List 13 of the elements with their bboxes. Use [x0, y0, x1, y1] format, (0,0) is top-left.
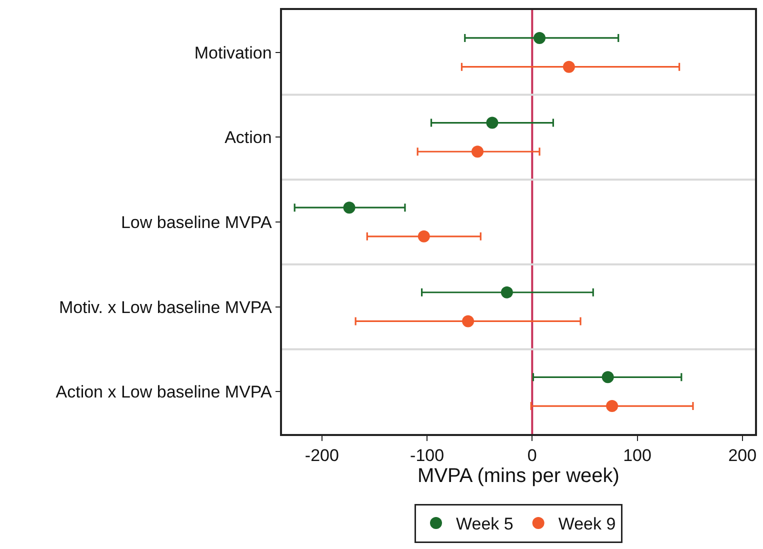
legend-label: Week 5: [456, 514, 514, 534]
legend-label: Week 9: [558, 514, 616, 534]
x-axis-title: MVPA (mins per week): [418, 465, 620, 488]
x-tick-label: -200: [304, 446, 339, 466]
y-tick-label: Motiv. x Low baseline MVPA: [58, 298, 273, 317]
y-tick-label: Action x Low baseline MVPA: [56, 382, 272, 402]
y-tick-label: Motivation: [194, 43, 272, 62]
x-tick-label: 200: [728, 446, 757, 466]
x-tick-label: -100: [410, 446, 444, 466]
y-tick-label: Low baseline MVPA: [120, 212, 273, 232]
x-tick-label: 100: [623, 446, 652, 466]
x-tick-label: 0: [527, 446, 537, 466]
y-tick-label: Action: [224, 128, 272, 148]
